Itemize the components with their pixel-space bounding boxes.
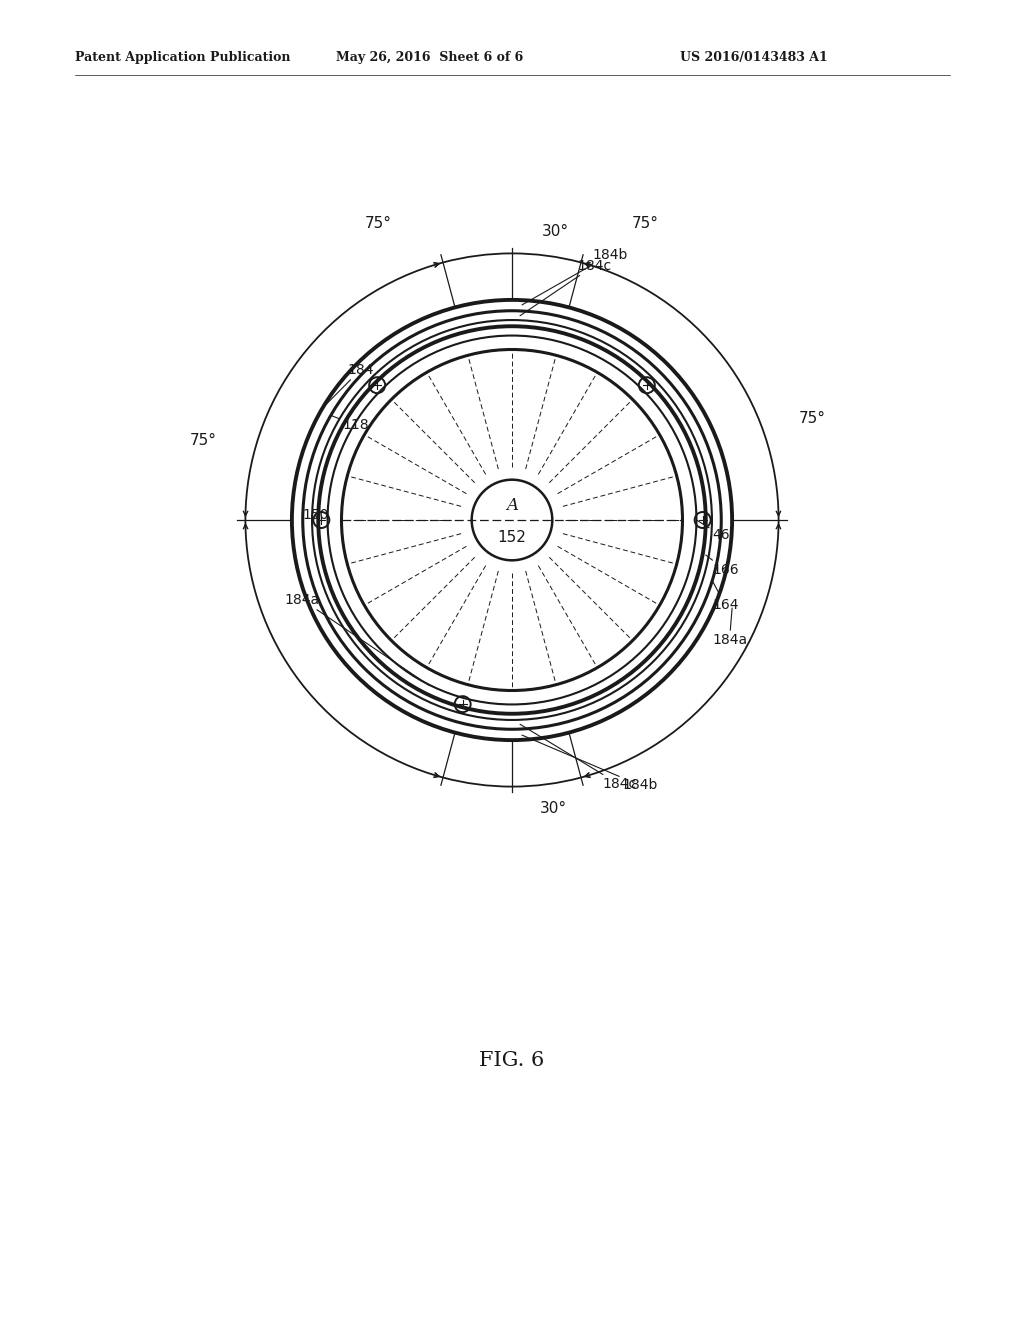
Text: 118: 118 <box>331 416 369 432</box>
Text: 184: 184 <box>325 363 374 405</box>
Text: 46: 46 <box>696 520 729 543</box>
Text: 184b: 184b <box>522 248 628 305</box>
Text: 166: 166 <box>706 554 738 577</box>
Text: Patent Application Publication: Patent Application Publication <box>75 51 291 65</box>
Text: 75°: 75° <box>189 433 217 447</box>
Text: 184c: 184c <box>520 725 636 791</box>
Text: 75°: 75° <box>366 216 392 231</box>
Text: 164: 164 <box>712 579 738 612</box>
Text: 184a: 184a <box>712 609 748 647</box>
Text: US 2016/0143483 A1: US 2016/0143483 A1 <box>680 51 827 65</box>
Text: 184a: 184a <box>285 593 429 685</box>
Text: 30°: 30° <box>542 224 569 239</box>
Text: 30°: 30° <box>540 801 567 816</box>
Text: FIG. 6: FIG. 6 <box>479 1051 545 1069</box>
Text: 75°: 75° <box>799 412 825 426</box>
Text: 75°: 75° <box>632 216 658 231</box>
Text: A: A <box>506 496 518 513</box>
Text: 150: 150 <box>302 508 329 521</box>
Text: 184c: 184c <box>520 259 611 315</box>
Text: 152: 152 <box>498 531 526 545</box>
Text: 184b: 184b <box>522 735 657 792</box>
Text: May 26, 2016  Sheet 6 of 6: May 26, 2016 Sheet 6 of 6 <box>336 51 523 65</box>
